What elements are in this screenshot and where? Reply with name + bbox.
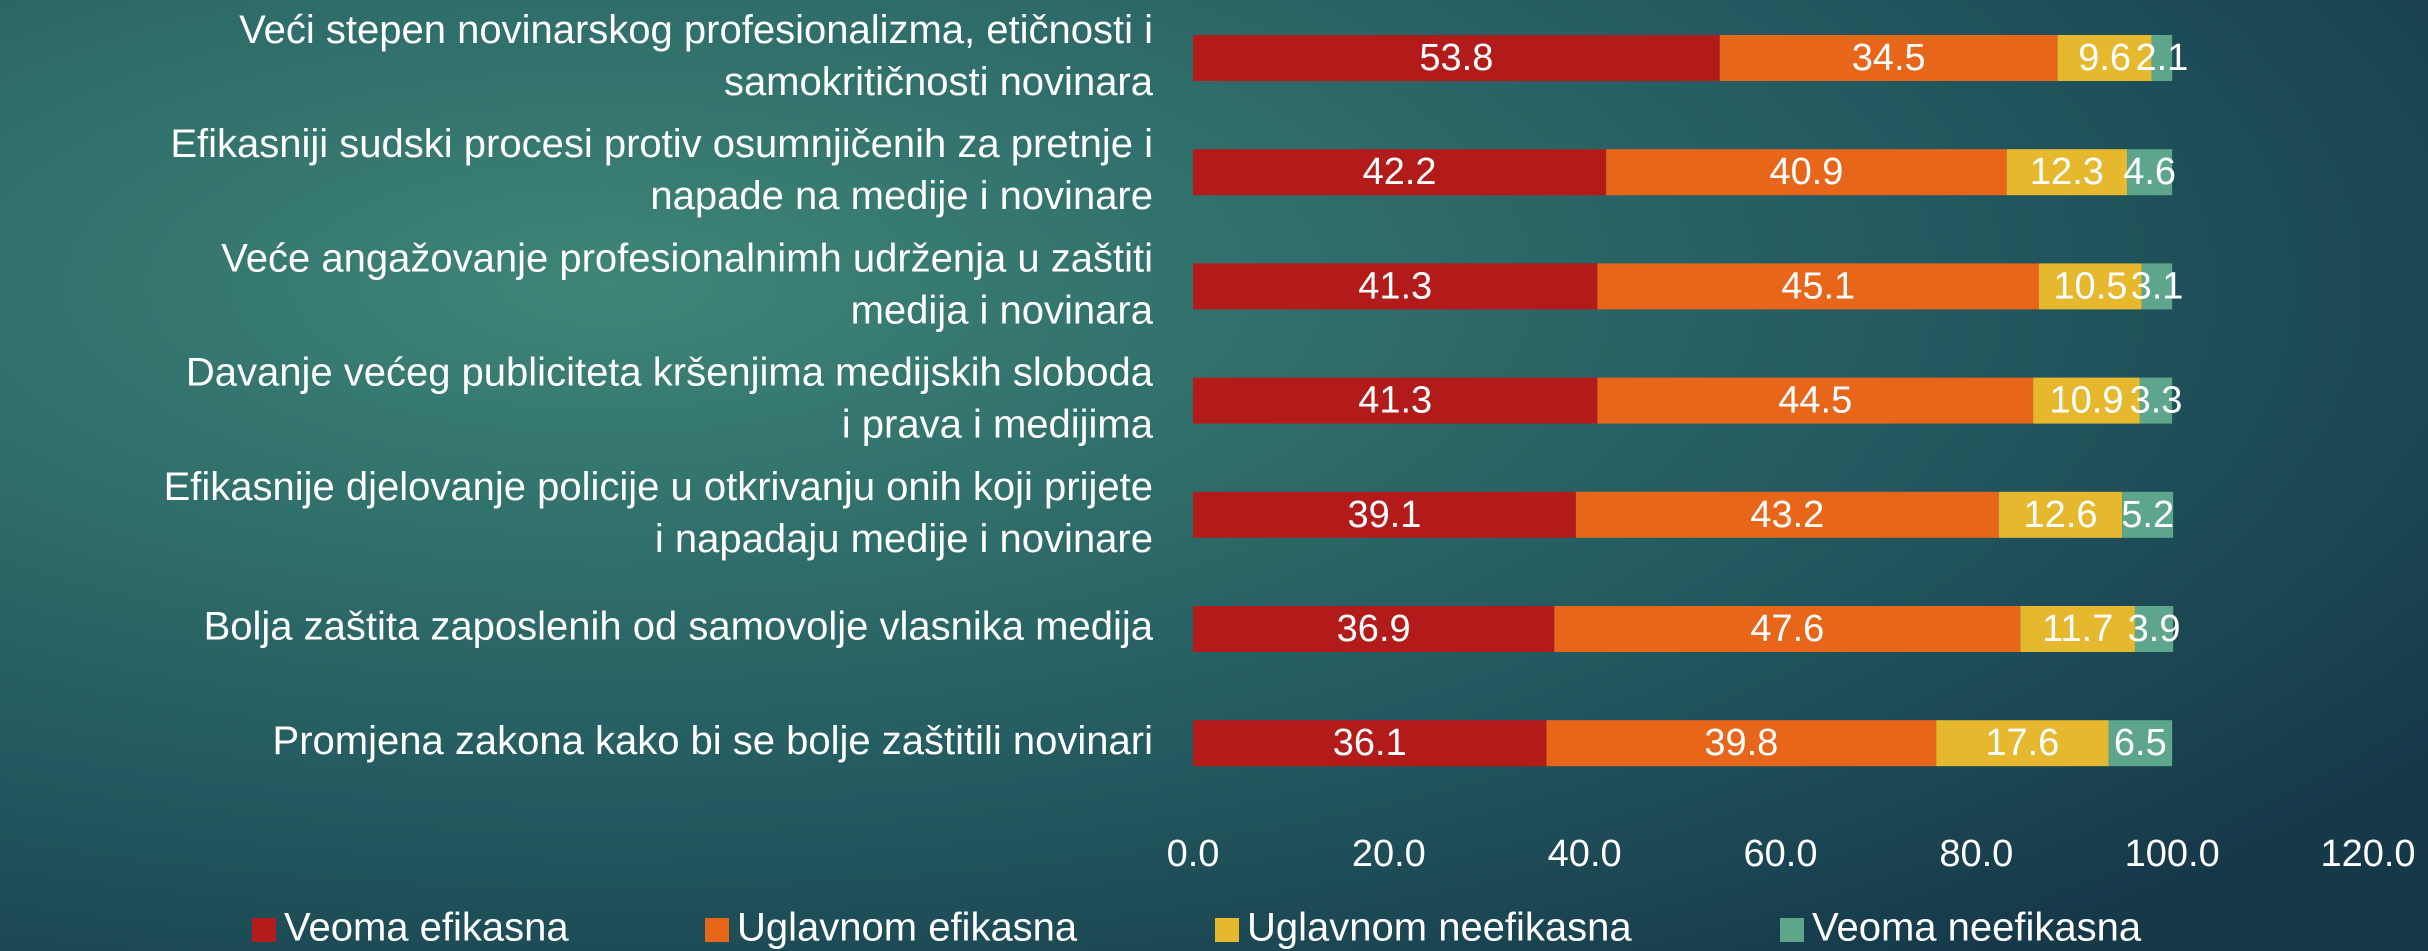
value-label: 53.8 — [1419, 37, 1493, 79]
category-label: Promjena zakona kako bi se bolje zaštiti… — [273, 719, 1153, 763]
legend-swatch — [1215, 918, 1239, 942]
value-label: 10.5 — [2053, 265, 2127, 307]
bar-segment — [2057, 35, 2152, 81]
value-label: 3.3 — [2130, 380, 2183, 422]
legend-label: Uglavnom efikasna — [737, 906, 1078, 950]
value-label: 41.3 — [1358, 380, 1432, 422]
bar-segment — [2122, 491, 2174, 538]
x-tick-label: 120.0 — [2320, 833, 2415, 875]
value-label: 45.1 — [1781, 265, 1855, 307]
value-label: 9.6 — [2078, 37, 2131, 79]
x-tick-label: 0.0 — [1167, 833, 1220, 875]
bar-segment — [2033, 377, 2140, 424]
bar-segment — [2108, 720, 2173, 767]
bar-segment — [1998, 491, 2123, 538]
category-label: Bolja zaštita zaposlenih od samovolje vl… — [204, 605, 1154, 649]
value-label: 5.2 — [2121, 494, 2174, 536]
value-label: 11.7 — [2042, 608, 2113, 650]
bar-segment — [1193, 606, 1555, 652]
x-tick-label: 20.0 — [1352, 833, 1426, 875]
bar-segment — [1597, 377, 2034, 424]
bar-segment — [1719, 35, 2058, 81]
value-label: 36.9 — [1337, 608, 1411, 650]
value-label: 39.8 — [1704, 722, 1778, 764]
bar-segment — [2006, 149, 2128, 196]
value-label: 40.9 — [1769, 151, 1843, 193]
legend-label: Veoma efikasna — [284, 906, 569, 950]
category-label: Efikasniji sudski procesi protiv osumnji… — [170, 122, 1153, 218]
legend-swatch — [252, 918, 276, 942]
bar-segment — [1193, 720, 1547, 767]
value-label: 41.3 — [1358, 265, 1432, 307]
bar-segment — [1554, 606, 2021, 652]
x-tick-label: 60.0 — [1744, 833, 1818, 875]
bar-segment — [2151, 35, 2173, 81]
x-tick-label: 80.0 — [1939, 833, 2013, 875]
value-label: 10.9 — [2050, 380, 2124, 422]
value-label: 39.1 — [1347, 494, 1421, 536]
bar-segment — [1193, 35, 1720, 81]
value-label: 4.6 — [2123, 151, 2176, 193]
bar-segment — [1193, 149, 1607, 196]
x-tick-label: 40.0 — [1548, 833, 1622, 875]
bar-segment — [2139, 377, 2173, 424]
value-label: 12.3 — [2030, 151, 2104, 193]
value-label: 44.5 — [1778, 380, 1852, 422]
bar-segment — [1546, 720, 1937, 767]
value-label: 47.6 — [1750, 608, 1824, 650]
value-label: 34.5 — [1852, 37, 1926, 79]
bar-segment — [1193, 491, 1576, 538]
value-label: 3.9 — [2128, 608, 2181, 650]
bar-segment — [2134, 606, 2174, 652]
category-label: Veći stepen novinarskog profesionalizma,… — [239, 8, 1154, 104]
value-label: 17.6 — [1985, 722, 2059, 764]
category-label: Efikasnije djelovanje policije u otkriva… — [164, 464, 1153, 560]
bar-segment — [2141, 263, 2173, 310]
value-label: 42.2 — [1363, 151, 1437, 193]
bar-segment — [1597, 263, 2039, 310]
legend-label: Uglavnom neefikasna — [1247, 906, 1632, 950]
value-label: 2.1 — [2135, 37, 2188, 79]
value-label: 12.6 — [2024, 494, 2098, 536]
bar-segment — [1575, 491, 1999, 538]
legend-swatch — [1780, 918, 1804, 942]
bar-segment — [1936, 720, 2109, 767]
value-label: 43.2 — [1750, 494, 1824, 536]
bar-segment — [1193, 377, 1598, 424]
x-tick-label: 100.0 — [2125, 833, 2220, 875]
bar-segment — [2039, 263, 2142, 310]
value-label: 3.1 — [2131, 265, 2184, 307]
value-label: 36.1 — [1333, 722, 1407, 764]
bar-segment — [2127, 149, 2173, 196]
bar-segment — [2020, 606, 2135, 652]
value-label: 6.5 — [2114, 722, 2167, 764]
bar-segment — [1606, 149, 2007, 196]
legend-label: Veoma neefikasna — [1812, 906, 2142, 950]
category-label: Veće angažovanje profesionalnimh udrženj… — [221, 236, 1153, 332]
category-label: Davanje većeg publiciteta kršenjima medi… — [186, 350, 1154, 446]
legend-swatch — [705, 918, 729, 942]
bar-segment — [1193, 263, 1598, 310]
